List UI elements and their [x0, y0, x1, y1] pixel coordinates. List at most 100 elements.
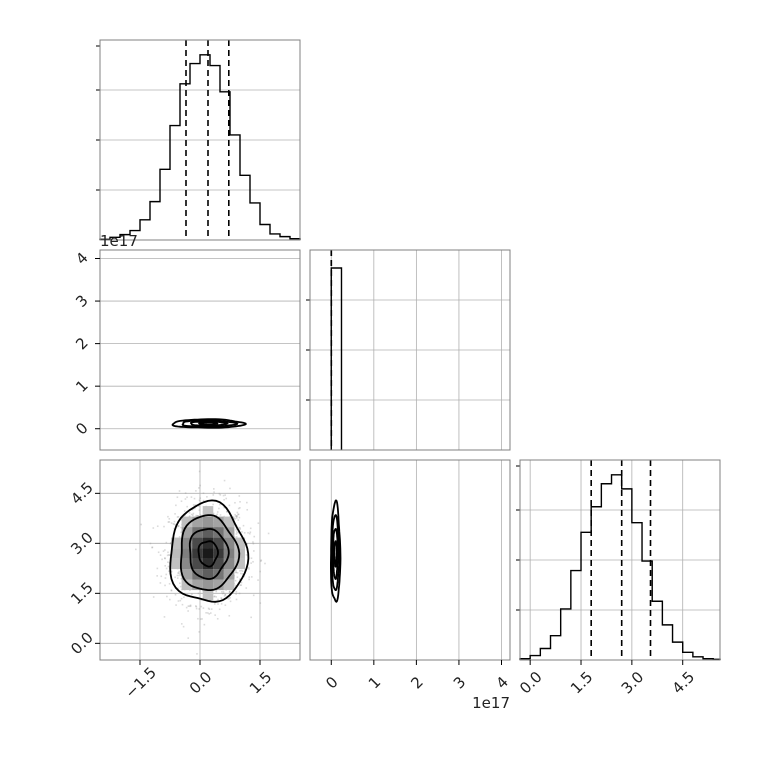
scatter-point — [178, 536, 181, 538]
y-tick-label: 1 — [72, 376, 91, 395]
scatter-point — [157, 551, 160, 554]
scatter-point — [176, 525, 179, 528]
scatter-point — [212, 503, 214, 506]
scatter-point — [175, 604, 177, 606]
scatter-point — [237, 513, 240, 516]
scatter-point — [234, 584, 237, 587]
scatter-point — [179, 585, 182, 588]
scatter-point — [228, 590, 231, 593]
scatter-point — [264, 562, 266, 565]
scatter-point — [184, 492, 187, 494]
scatter-point — [177, 600, 180, 602]
scatter-point — [247, 532, 249, 534]
scatter-point — [236, 515, 238, 517]
scatter-point — [188, 512, 191, 514]
scatter-point — [188, 515, 191, 517]
scatter-point — [260, 560, 262, 562]
scatter-point — [245, 587, 248, 589]
scatter-point — [239, 527, 241, 529]
scatter-point — [182, 625, 185, 628]
contour-line — [179, 514, 241, 591]
density-cell — [171, 548, 182, 559]
scatter-point — [222, 592, 225, 594]
scatter-point — [243, 532, 246, 534]
scatter-point — [184, 514, 186, 517]
scatter-point — [218, 507, 220, 510]
scatter-point — [235, 571, 238, 574]
scatter-point — [235, 536, 238, 538]
density-cell — [181, 527, 193, 538]
scatter-point — [197, 617, 199, 620]
scatter-point — [179, 573, 182, 575]
density-cell — [213, 516, 224, 528]
density-cell — [192, 516, 203, 528]
scatter-point — [165, 567, 168, 570]
scatter-point — [223, 595, 226, 597]
scatter-point — [241, 531, 243, 533]
scatter-point — [164, 549, 166, 551]
scatter-point — [215, 590, 218, 593]
x-offset-label: 1e17 — [472, 694, 510, 712]
scatter-point — [243, 575, 246, 578]
scatter-point — [228, 591, 231, 593]
scatter-point — [212, 512, 215, 515]
scatter-point — [217, 603, 219, 605]
scatter-point — [208, 613, 211, 615]
scatter-point — [235, 528, 237, 531]
density-cell — [202, 527, 214, 538]
scatter-point — [227, 598, 230, 600]
scatter-point — [200, 605, 203, 608]
scatter-point — [267, 532, 270, 535]
scatter-point — [175, 504, 177, 507]
scatter-point — [240, 569, 243, 572]
scatter-point — [187, 605, 190, 607]
x-tick-label: 0 — [322, 673, 341, 692]
scatter-point — [212, 494, 215, 496]
scatter-point — [236, 511, 239, 514]
scatter-point — [174, 576, 176, 579]
x-tick-label: 3.0 — [618, 668, 648, 698]
scatter-point — [238, 526, 240, 529]
scatter-point — [236, 576, 239, 579]
scatter-point — [237, 513, 239, 516]
scatter-point — [237, 531, 239, 534]
density-cell — [213, 579, 224, 591]
density-cell — [202, 506, 214, 517]
scatter-point — [135, 548, 137, 551]
scatter-point — [195, 605, 197, 607]
scatter-point — [185, 606, 188, 609]
scatter-point — [220, 603, 223, 605]
scatter-point — [151, 546, 154, 549]
scatter-point — [234, 579, 237, 582]
scatter-point — [252, 594, 255, 597]
scatter-point — [189, 605, 192, 608]
density-cell — [192, 558, 203, 570]
density-cell — [192, 579, 203, 591]
scatter-param-1-vs-param-0 — [99, 249, 301, 451]
density-cell — [192, 537, 203, 549]
scatter-point — [168, 517, 171, 520]
scatter-point — [260, 559, 263, 562]
scatter-point — [228, 590, 231, 593]
scatter-point — [163, 616, 166, 618]
scatter-point — [172, 523, 175, 525]
scatter-point — [203, 623, 206, 626]
scatter-point — [240, 581, 243, 584]
contour-line — [169, 499, 250, 603]
scatter-point — [191, 593, 193, 595]
scatter-point — [163, 525, 165, 528]
scatter-point — [140, 523, 142, 526]
contour-line — [331, 514, 341, 591]
scatter-point — [212, 488, 215, 490]
scatter-point — [195, 490, 197, 492]
scatter-point — [216, 513, 219, 516]
hist-param-2 — [516, 459, 721, 661]
scatter-point — [235, 569, 237, 572]
density-cell — [192, 548, 203, 559]
y-tick-label: 4 — [72, 249, 91, 268]
x-tick-label: 1.5 — [246, 668, 276, 698]
scatter-point — [179, 599, 182, 602]
density-cell — [223, 579, 235, 591]
scatter-point — [198, 608, 201, 610]
scatter-point — [222, 590, 225, 593]
